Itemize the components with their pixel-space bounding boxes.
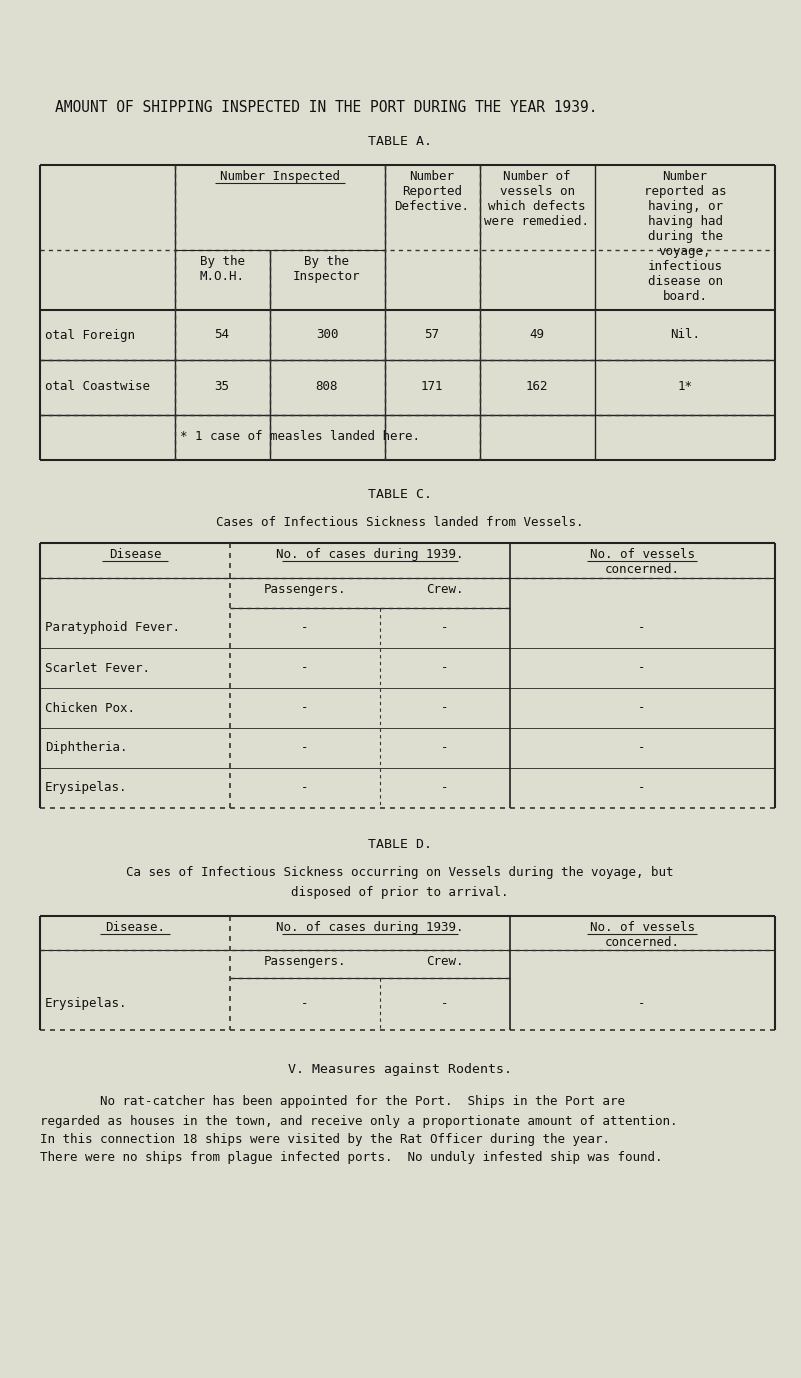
Text: -: -: [441, 781, 449, 795]
Text: -: -: [301, 661, 308, 674]
Text: TABLE C.: TABLE C.: [368, 488, 432, 502]
Text: -: -: [301, 781, 308, 795]
Text: Nil.: Nil.: [670, 328, 700, 342]
Text: 171: 171: [421, 380, 443, 394]
Text: Erysipelas.: Erysipelas.: [45, 998, 127, 1010]
Text: Scarlet Fever.: Scarlet Fever.: [45, 661, 150, 674]
Text: 57: 57: [425, 328, 440, 342]
Text: 49: 49: [529, 328, 545, 342]
Text: -: -: [441, 661, 449, 674]
Text: TABLE A.: TABLE A.: [368, 135, 432, 147]
Text: 162: 162: [525, 380, 548, 394]
Text: Disease.: Disease.: [105, 921, 165, 934]
Text: -: -: [301, 621, 308, 634]
Text: -: -: [441, 998, 449, 1010]
Text: otal Foreign: otal Foreign: [45, 328, 135, 342]
Text: otal Coastwise: otal Coastwise: [45, 380, 150, 394]
Text: 300: 300: [316, 328, 338, 342]
Text: Chicken Pox.: Chicken Pox.: [45, 701, 135, 715]
Text: Diphtheria.: Diphtheria.: [45, 741, 127, 755]
Text: Ca ses of Infectious Sickness occurring on Vessels during the voyage, but: Ca ses of Infectious Sickness occurring …: [127, 865, 674, 879]
Text: Erysipelas.: Erysipelas.: [45, 781, 127, 795]
Text: * 1 case of measles landed here.: * 1 case of measles landed here.: [180, 430, 420, 444]
Text: -: -: [638, 621, 646, 634]
Text: regarded as houses in the town, and receive only a proportionate amount of atten: regarded as houses in the town, and rece…: [40, 1115, 678, 1129]
Text: Number Inspected: Number Inspected: [220, 169, 340, 183]
Text: By the
Inspector: By the Inspector: [293, 255, 360, 282]
Text: disposed of prior to arrival.: disposed of prior to arrival.: [292, 886, 509, 898]
Text: -: -: [638, 998, 646, 1010]
Text: 35: 35: [215, 380, 230, 394]
Text: -: -: [638, 661, 646, 674]
Text: Crew.: Crew.: [426, 955, 464, 967]
Text: No. of vessels
concerned.: No. of vessels concerned.: [590, 548, 694, 576]
Text: -: -: [441, 621, 449, 634]
Text: Crew.: Crew.: [426, 583, 464, 597]
Text: V. Measures against Rodents.: V. Measures against Rodents.: [288, 1062, 512, 1076]
Text: -: -: [441, 741, 449, 755]
Text: AMOUNT OF SHIPPING INSPECTED IN THE PORT DURING THE YEAR 1939.: AMOUNT OF SHIPPING INSPECTED IN THE PORT…: [55, 101, 598, 114]
Text: Number
Reported
Defective.: Number Reported Defective.: [395, 169, 469, 214]
Text: -: -: [301, 741, 308, 755]
Text: -: -: [301, 998, 308, 1010]
Text: Disease: Disease: [109, 548, 161, 561]
Text: Paratyphoid Fever.: Paratyphoid Fever.: [45, 621, 180, 634]
Text: No. of vessels
concerned.: No. of vessels concerned.: [590, 921, 694, 949]
Text: 1*: 1*: [678, 380, 693, 394]
Text: TABLE D.: TABLE D.: [368, 838, 432, 852]
Text: Passengers.: Passengers.: [264, 583, 346, 597]
Text: No rat-catcher has been appointed for the Port.  Ships in the Port are: No rat-catcher has been appointed for th…: [100, 1096, 625, 1108]
Text: Number
reported as
having, or
having had
during the
voyage,
infectious
disease o: Number reported as having, or having had…: [644, 169, 727, 303]
Text: -: -: [638, 781, 646, 795]
Text: Number of
vessels on
which defects
were remedied.: Number of vessels on which defects were …: [485, 169, 590, 227]
Text: -: -: [638, 701, 646, 715]
Text: There were no ships from plague infected ports.  No unduly infested ship was fou: There were no ships from plague infected…: [40, 1151, 662, 1164]
Text: -: -: [301, 701, 308, 715]
Text: -: -: [638, 741, 646, 755]
Text: Cases of Infectious Sickness landed from Vessels.: Cases of Infectious Sickness landed from…: [216, 515, 584, 529]
Text: -: -: [441, 701, 449, 715]
Text: No. of cases during 1939.: No. of cases during 1939.: [276, 548, 464, 561]
Text: 54: 54: [215, 328, 230, 342]
Text: Passengers.: Passengers.: [264, 955, 346, 967]
Text: No. of cases during 1939.: No. of cases during 1939.: [276, 921, 464, 934]
Text: In this connection 18 ships were visited by the Rat Officer during the year.: In this connection 18 ships were visited…: [40, 1133, 610, 1146]
Text: 808: 808: [316, 380, 338, 394]
Text: By the
M.O.H.: By the M.O.H.: [199, 255, 244, 282]
